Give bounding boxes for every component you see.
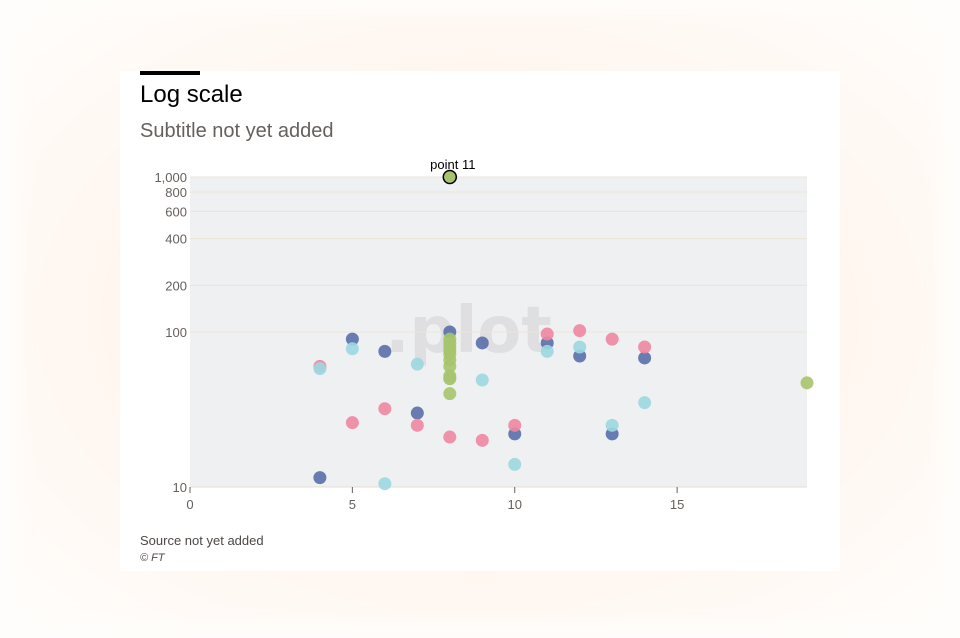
data-point	[443, 359, 457, 373]
data-point	[410, 406, 424, 420]
data-point	[313, 471, 327, 485]
data-point	[410, 418, 424, 432]
data-point	[638, 340, 652, 354]
data-point	[573, 349, 587, 363]
chart-subtitle: Subtitle not yet added	[140, 120, 334, 142]
annotated-point	[442, 169, 458, 185]
chart-title: Log scale	[140, 81, 243, 108]
title-accent-bar	[140, 71, 200, 75]
data-point	[378, 477, 392, 491]
data-point	[378, 344, 392, 358]
watermark: .plot	[385, 294, 552, 368]
x-tick-label: 5	[349, 497, 356, 512]
y-tick-label: 600	[165, 204, 187, 219]
y-tick-label: 800	[165, 185, 187, 200]
data-point	[313, 362, 327, 376]
data-point	[605, 418, 619, 432]
data-point	[638, 351, 652, 365]
data-point	[443, 372, 457, 386]
data-point	[443, 387, 457, 401]
data-point	[605, 332, 619, 346]
data-point	[508, 418, 522, 432]
x-tick-label: 15	[670, 497, 684, 512]
data-point	[345, 416, 359, 430]
annotation-label: point 11	[430, 157, 475, 172]
data-point	[800, 376, 814, 390]
x-tick-label: 10	[508, 497, 522, 512]
data-point	[540, 327, 554, 341]
data-point	[573, 324, 587, 338]
x-tick-label: 0	[186, 497, 193, 512]
annotations: point 11	[430, 157, 475, 185]
data-point	[573, 340, 587, 354]
data-point	[378, 402, 392, 416]
chart-card: Log scale Subtitle not yet added .plot 1…	[120, 71, 840, 571]
data-point	[475, 336, 489, 350]
y-tick-label: 400	[165, 232, 187, 247]
y-tick-label: 100	[165, 325, 187, 340]
data-point	[475, 373, 489, 387]
data-points	[313, 170, 814, 491]
x-axis: 0 5 10 15	[186, 486, 807, 512]
data-point	[443, 430, 457, 444]
data-point	[410, 357, 424, 371]
data-point	[540, 344, 554, 358]
data-point	[475, 433, 489, 447]
data-point	[345, 332, 359, 346]
y-tick-label: 1,000	[154, 170, 187, 185]
source-note: Source not yet added	[140, 533, 264, 548]
y-tick-label: 10	[173, 480, 187, 495]
y-tick-label: 200	[165, 278, 187, 293]
data-point	[638, 396, 652, 410]
data-point	[508, 457, 522, 471]
copyright-note: © FT	[140, 552, 165, 564]
data-point	[345, 342, 359, 356]
